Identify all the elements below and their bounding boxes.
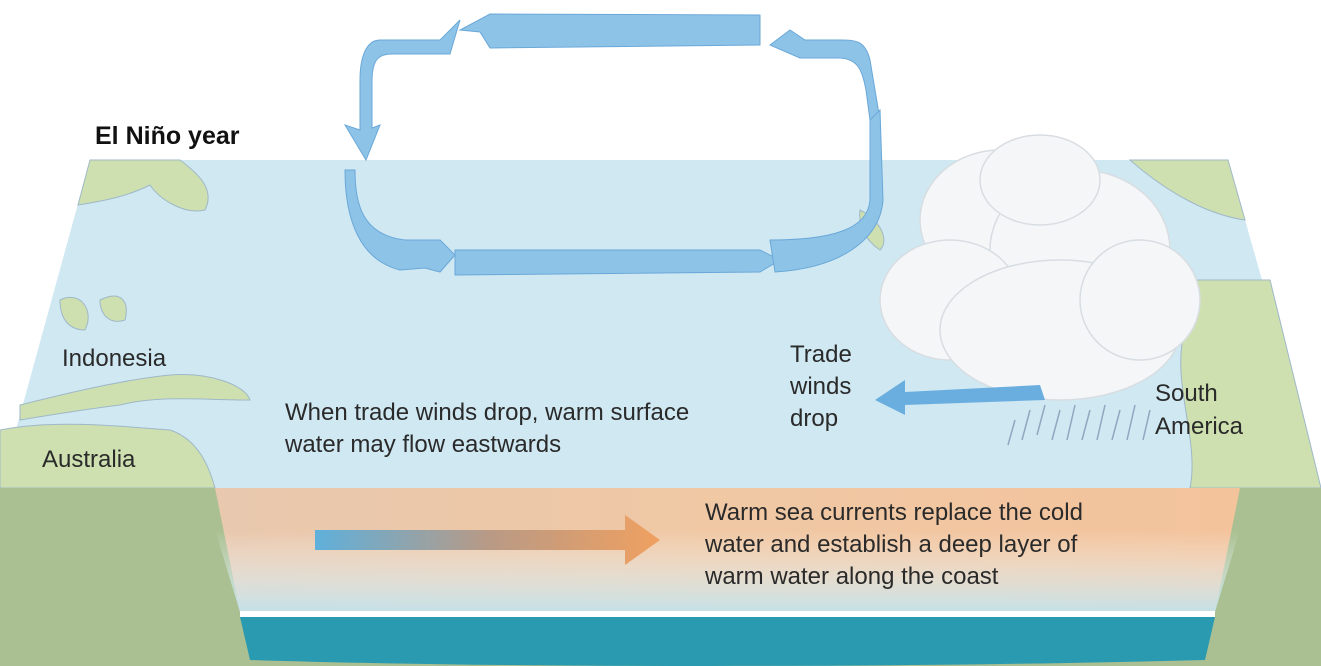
trade-wind-arrow [875,380,1045,415]
current-arrow [315,515,660,565]
thermocline [240,611,1215,617]
annotation: water may flow eastwards [284,431,561,458]
water-gradient [215,530,1240,612]
rain [1007,404,1151,446]
air-circulation [343,13,884,276]
annotation: winds [789,373,851,400]
place-label: America [1155,413,1244,440]
annotation: warm water along the coast [704,563,999,590]
land [0,159,1321,489]
annotation: Trade [790,341,852,368]
cold-water-layer [240,617,1215,666]
annotation: water and establish a deep layer of [704,531,1078,558]
place-label: South [1155,380,1218,407]
title: El Niño year [95,122,240,150]
annotation: Warm sea currents replace the cold [705,499,1083,526]
place-label: Australia [42,446,136,473]
cloud [879,134,1201,401]
annotation: drop [790,405,838,432]
place-label: Indonesia [62,345,167,372]
annotation: When trade winds drop, warm surface [285,399,689,426]
